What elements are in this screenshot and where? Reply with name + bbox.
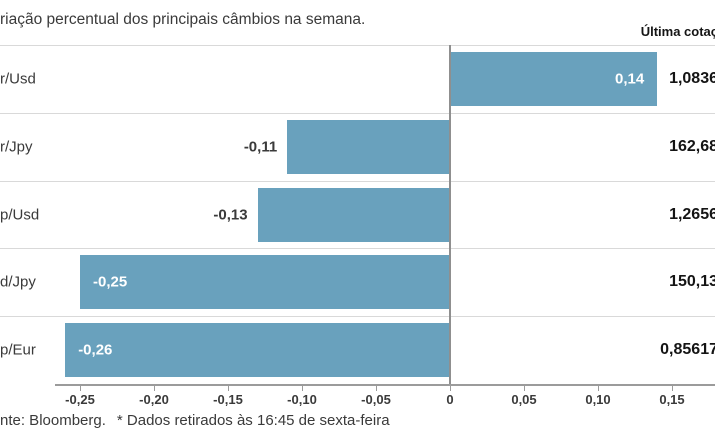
x-axis-tick <box>450 385 451 391</box>
x-axis-tick <box>376 385 377 391</box>
x-axis-tick <box>154 385 155 391</box>
chart-top-border <box>0 45 715 46</box>
last-quote-value: 162,68 <box>669 137 715 155</box>
x-axis-tick <box>80 385 81 391</box>
x-tick-label: 0,10 <box>585 392 611 407</box>
x-axis-tick <box>598 385 599 391</box>
bar <box>287 119 450 174</box>
x-axis-line <box>55 384 715 386</box>
bar <box>80 255 450 310</box>
bar <box>65 323 450 378</box>
bar-value-label: -0,11 <box>243 138 278 156</box>
row-separator <box>0 248 715 250</box>
last-quote-column-header: Última cotaç <box>640 24 715 39</box>
x-tick-label: -0,10 <box>287 392 317 407</box>
source-text: nte: Bloomberg. <box>0 412 106 429</box>
chart-title: riação percentual dos principais câmbios… <box>0 11 366 28</box>
bar <box>257 187 450 242</box>
row-label: p/Usd <box>0 206 40 223</box>
row-label: r/Usd <box>0 70 36 88</box>
x-tick-label: -0,15 <box>213 392 243 407</box>
row-separator <box>0 316 715 318</box>
last-quote-value: 1,2656 <box>669 205 715 223</box>
x-tick-label: -0,05 <box>361 392 391 407</box>
row-label: p/Eur <box>0 341 36 359</box>
bar-value-label: -0,26 <box>78 341 113 359</box>
last-quote-value: 1,0836 <box>669 69 715 87</box>
row-separator <box>0 112 715 114</box>
row-label: r/Jpy <box>0 138 33 156</box>
x-axis-tick <box>302 385 303 391</box>
last-quote-value: 150,13 <box>669 273 715 291</box>
bar <box>450 51 658 106</box>
row-label: d/Jpy <box>0 273 36 291</box>
x-axis-tick <box>228 385 229 391</box>
source-note: nte: Bloomberg. * Dados retirados às 16:4… <box>0 412 390 429</box>
bar-value-label: 0,14 <box>614 70 645 88</box>
footnote-text: * Dados retirados às 16:45 de sexta-feir… <box>116 412 390 429</box>
x-tick-label: 0,15 <box>659 392 685 407</box>
zero-gridline <box>449 45 451 384</box>
x-axis-tick <box>672 385 673 391</box>
x-tick-label: 0,05 <box>511 392 537 407</box>
row-separator <box>0 180 715 182</box>
x-tick-label: -0,25 <box>65 392 95 407</box>
x-axis-tick <box>524 385 525 391</box>
x-tick-label: -0,20 <box>139 392 169 407</box>
bar-value-label: -0,25 <box>93 273 128 291</box>
last-quote-value: 0,85617 <box>660 341 715 359</box>
x-tick-label: 0 <box>446 392 454 407</box>
bar-value-label: -0,13 <box>213 206 248 223</box>
